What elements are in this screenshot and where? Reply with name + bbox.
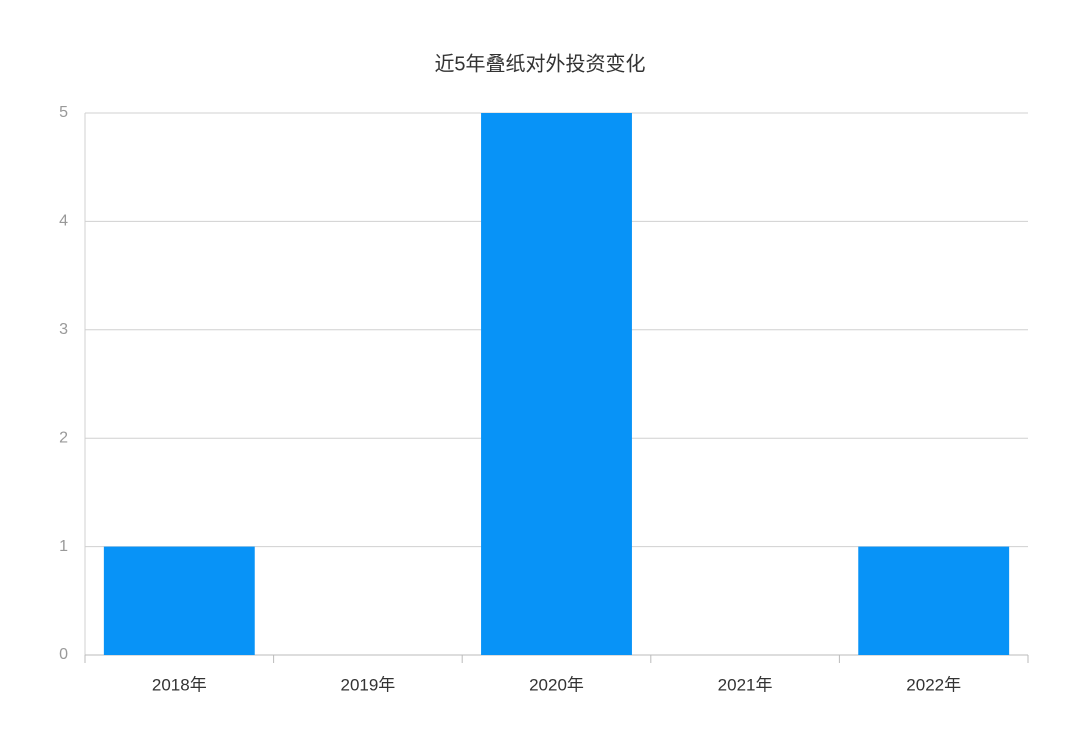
x-tick-label: 2022年 — [906, 675, 961, 694]
bar — [858, 546, 1010, 655]
y-tick-label: 3 — [59, 321, 68, 338]
x-tick-label: 2020年 — [529, 675, 584, 694]
chart-title: 近5年叠纸对外投资变化 — [434, 52, 645, 75]
y-tick-label: 5 — [59, 104, 68, 121]
bar — [481, 113, 632, 655]
x-tick-label: 2019年 — [340, 675, 395, 694]
x-tick-label: 2021年 — [718, 675, 773, 694]
y-tick-label: 2 — [59, 429, 68, 446]
x-tick-label: 2018年 — [152, 675, 207, 694]
y-tick-label: 4 — [59, 213, 68, 230]
y-tick-label: 0 — [59, 646, 68, 663]
y-tick-label: 1 — [59, 538, 68, 555]
bar — [103, 546, 255, 655]
